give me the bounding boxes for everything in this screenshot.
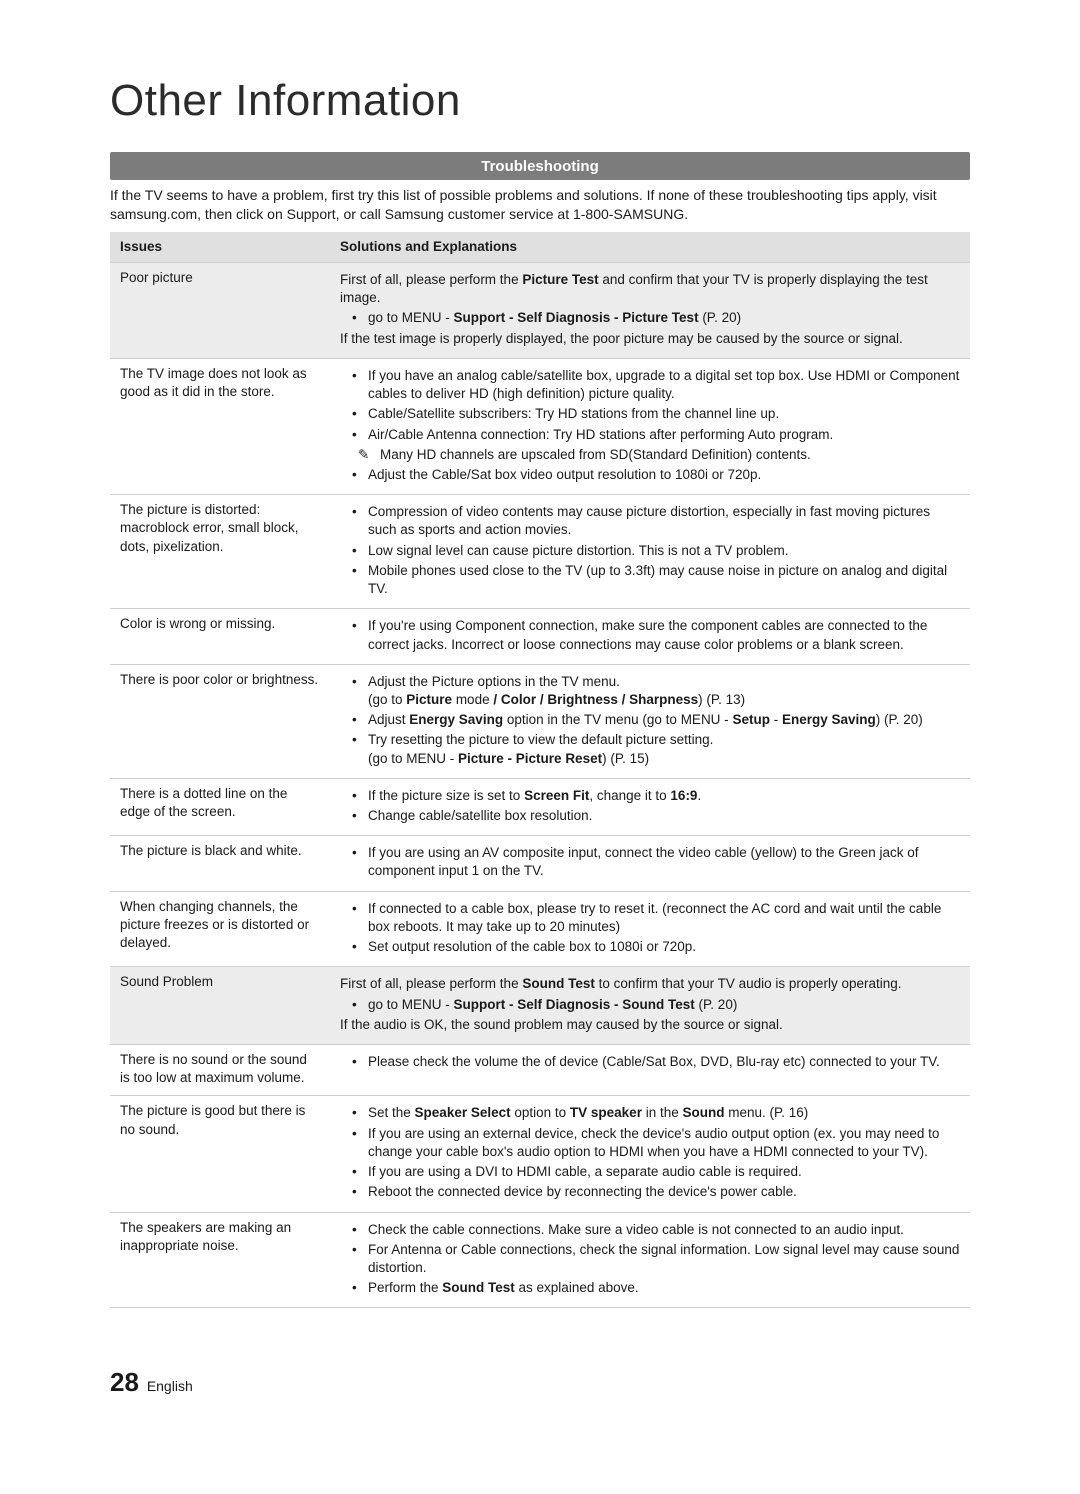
solution-list: If you have an analog cable/satellite bo… xyxy=(340,367,960,444)
solution-list: If you're using Component connection, ma… xyxy=(340,617,960,653)
solution-text: If the audio is OK, the sound problem ma… xyxy=(340,1016,960,1034)
solution-list-item: If you have an analog cable/satellite bo… xyxy=(356,367,960,403)
issue-cell: The picture is distorted: macroblock err… xyxy=(110,495,330,609)
issue-cell: Sound Problem xyxy=(110,967,330,1045)
solution-list-item: Set output resolution of the cable box t… xyxy=(356,938,960,956)
table-row: The TV image does not look as good as it… xyxy=(110,358,970,494)
solution-list-item: If connected to a cable box, please try … xyxy=(356,900,960,936)
solution-list: Check the cable connections. Make sure a… xyxy=(340,1221,960,1298)
troubleshooting-table: Issues Solutions and Explanations Poor p… xyxy=(110,232,970,1309)
solution-list-item: Low signal level can cause picture disto… xyxy=(356,542,960,560)
solution-list: go to MENU - Support - Self Diagnosis - … xyxy=(340,309,960,327)
solution-list: Set the Speaker Select option to TV spea… xyxy=(340,1104,960,1201)
solution-list-item: Compression of video contents may cause … xyxy=(356,503,960,539)
solution-list-item: Air/Cable Antenna connection: Try HD sta… xyxy=(356,426,960,444)
solution-list: go to MENU - Support - Self Diagnosis - … xyxy=(340,996,960,1014)
header-solutions: Solutions and Explanations xyxy=(330,232,970,263)
solution-list: Please check the volume the of device (C… xyxy=(340,1053,960,1071)
solution-list-item: Change cable/satellite box resolution. xyxy=(356,807,960,825)
table-row: Poor picture First of all, please perform… xyxy=(110,263,970,359)
solution-list-item: If you're using Component connection, ma… xyxy=(356,617,960,653)
solution-list-item: Cable/Satellite subscribers: Try HD stat… xyxy=(356,405,960,423)
table-row: The picture is good but there is no soun… xyxy=(110,1096,970,1212)
solution-cell: Please check the volume the of device (C… xyxy=(330,1045,970,1096)
intro-text: If the TV seems to have a problem, first… xyxy=(110,186,970,224)
solution-list-item: Perform the Sound Test as explained abov… xyxy=(356,1279,960,1297)
solution-list-item: If you are using a DVI to HDMI cable, a … xyxy=(356,1163,960,1181)
solution-list: If the picture size is set to Screen Fit… xyxy=(340,787,960,825)
solution-list: Adjust the Cable/Sat box video output re… xyxy=(340,466,960,484)
header-issues: Issues xyxy=(110,232,330,263)
solution-cell: First of all, please perform the Picture… xyxy=(330,263,970,359)
table-row: The picture is distorted: macroblock err… xyxy=(110,495,970,609)
table-row: When changing channels, the picture free… xyxy=(110,891,970,967)
issue-cell: The speakers are making an inappropriate… xyxy=(110,1212,330,1308)
solution-list-item: Mobile phones used close to the TV (up t… xyxy=(356,562,960,598)
solution-cell: Adjust the Picture options in the TV men… xyxy=(330,664,970,778)
table-row: The speakers are making an inappropriate… xyxy=(110,1212,970,1308)
solution-list-item: Reboot the connected device by reconnect… xyxy=(356,1183,960,1201)
page-footer: 28 English xyxy=(110,1367,193,1398)
issue-cell: The TV image does not look as good as it… xyxy=(110,358,330,494)
solution-cell: If connected to a cable box, please try … xyxy=(330,891,970,967)
solution-list-item: If the picture size is set to Screen Fit… xyxy=(356,787,960,805)
solution-note: Many HD channels are upscaled from SD(St… xyxy=(340,446,960,464)
issue-cell: There is no sound or the sound is too lo… xyxy=(110,1045,330,1096)
table-row: There is no sound or the sound is too lo… xyxy=(110,1045,970,1096)
solution-list-item: If you are using an external device, che… xyxy=(356,1125,960,1161)
solution-list-item: Adjust the Cable/Sat box video output re… xyxy=(356,466,960,484)
solution-list-item: Please check the volume the of device (C… xyxy=(356,1053,960,1071)
page-number: 28 xyxy=(110,1367,139,1397)
solution-cell: If you're using Component connection, ma… xyxy=(330,609,970,664)
solution-text: If the test image is properly displayed,… xyxy=(340,330,960,348)
solution-list-item: Adjust Energy Saving option in the TV me… xyxy=(356,711,960,729)
solution-list: Compression of video contents may cause … xyxy=(340,503,960,598)
table-row: There is poor color or brightness. Adjust… xyxy=(110,664,970,778)
issue-cell: The picture is black and white. xyxy=(110,836,330,891)
solution-list-item: go to MENU - Support - Self Diagnosis - … xyxy=(356,996,960,1014)
solution-list-item: go to MENU - Support - Self Diagnosis - … xyxy=(356,309,960,327)
solution-cell: First of all, please perform the Sound T… xyxy=(330,967,970,1045)
solution-cell: If you are using an AV composite input, … xyxy=(330,836,970,891)
solution-cell: If the picture size is set to Screen Fit… xyxy=(330,778,970,835)
solution-list-item: Set the Speaker Select option to TV spea… xyxy=(356,1104,960,1122)
table-row: The picture is black and white. If you ar… xyxy=(110,836,970,891)
section-bar: Troubleshooting xyxy=(110,152,970,180)
solution-text: First of all, please perform the Picture… xyxy=(340,271,960,307)
solution-list-item: For Antenna or Cable connections, check … xyxy=(356,1241,960,1277)
solution-cell: Set the Speaker Select option to TV spea… xyxy=(330,1096,970,1212)
issue-cell: There is poor color or brightness. xyxy=(110,664,330,778)
issue-cell: When changing channels, the picture free… xyxy=(110,891,330,967)
solution-list: If connected to a cable box, please try … xyxy=(340,900,960,957)
solution-list-item: Check the cable connections. Make sure a… xyxy=(356,1221,960,1239)
issue-cell: Poor picture xyxy=(110,263,330,359)
solution-list-item: Try resetting the picture to view the de… xyxy=(356,731,960,767)
footer-language: English xyxy=(147,1378,193,1394)
table-row: Sound Problem First of all, please perfor… xyxy=(110,967,970,1045)
solution-list-item: If you are using an AV composite input, … xyxy=(356,844,960,880)
table-row: There is a dotted line on the edge of th… xyxy=(110,778,970,835)
solution-list: If you are using an AV composite input, … xyxy=(340,844,960,880)
solution-cell: Check the cable connections. Make sure a… xyxy=(330,1212,970,1308)
page-title: Other Information xyxy=(110,76,970,126)
issue-cell: There is a dotted line on the edge of th… xyxy=(110,778,330,835)
table-row: Color is wrong or missing. If you're usin… xyxy=(110,609,970,664)
solution-list-item: Adjust the Picture options in the TV men… xyxy=(356,673,960,709)
solution-list: Adjust the Picture options in the TV men… xyxy=(340,673,960,768)
solution-cell: Compression of video contents may cause … xyxy=(330,495,970,609)
issue-cell: Color is wrong or missing. xyxy=(110,609,330,664)
solution-text: First of all, please perform the Sound T… xyxy=(340,975,960,993)
solution-cell: If you have an analog cable/satellite bo… xyxy=(330,358,970,494)
issue-cell: The picture is good but there is no soun… xyxy=(110,1096,330,1212)
